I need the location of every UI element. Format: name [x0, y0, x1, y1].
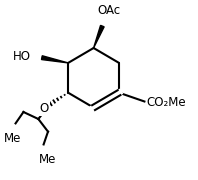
- Text: OAc: OAc: [97, 4, 120, 17]
- Polygon shape: [94, 25, 104, 48]
- Text: Me: Me: [4, 132, 22, 145]
- Text: HO: HO: [13, 50, 31, 63]
- Text: CO₂Me: CO₂Me: [146, 96, 186, 109]
- Text: O: O: [39, 102, 48, 115]
- Polygon shape: [42, 56, 68, 63]
- Text: Me: Me: [38, 153, 56, 166]
